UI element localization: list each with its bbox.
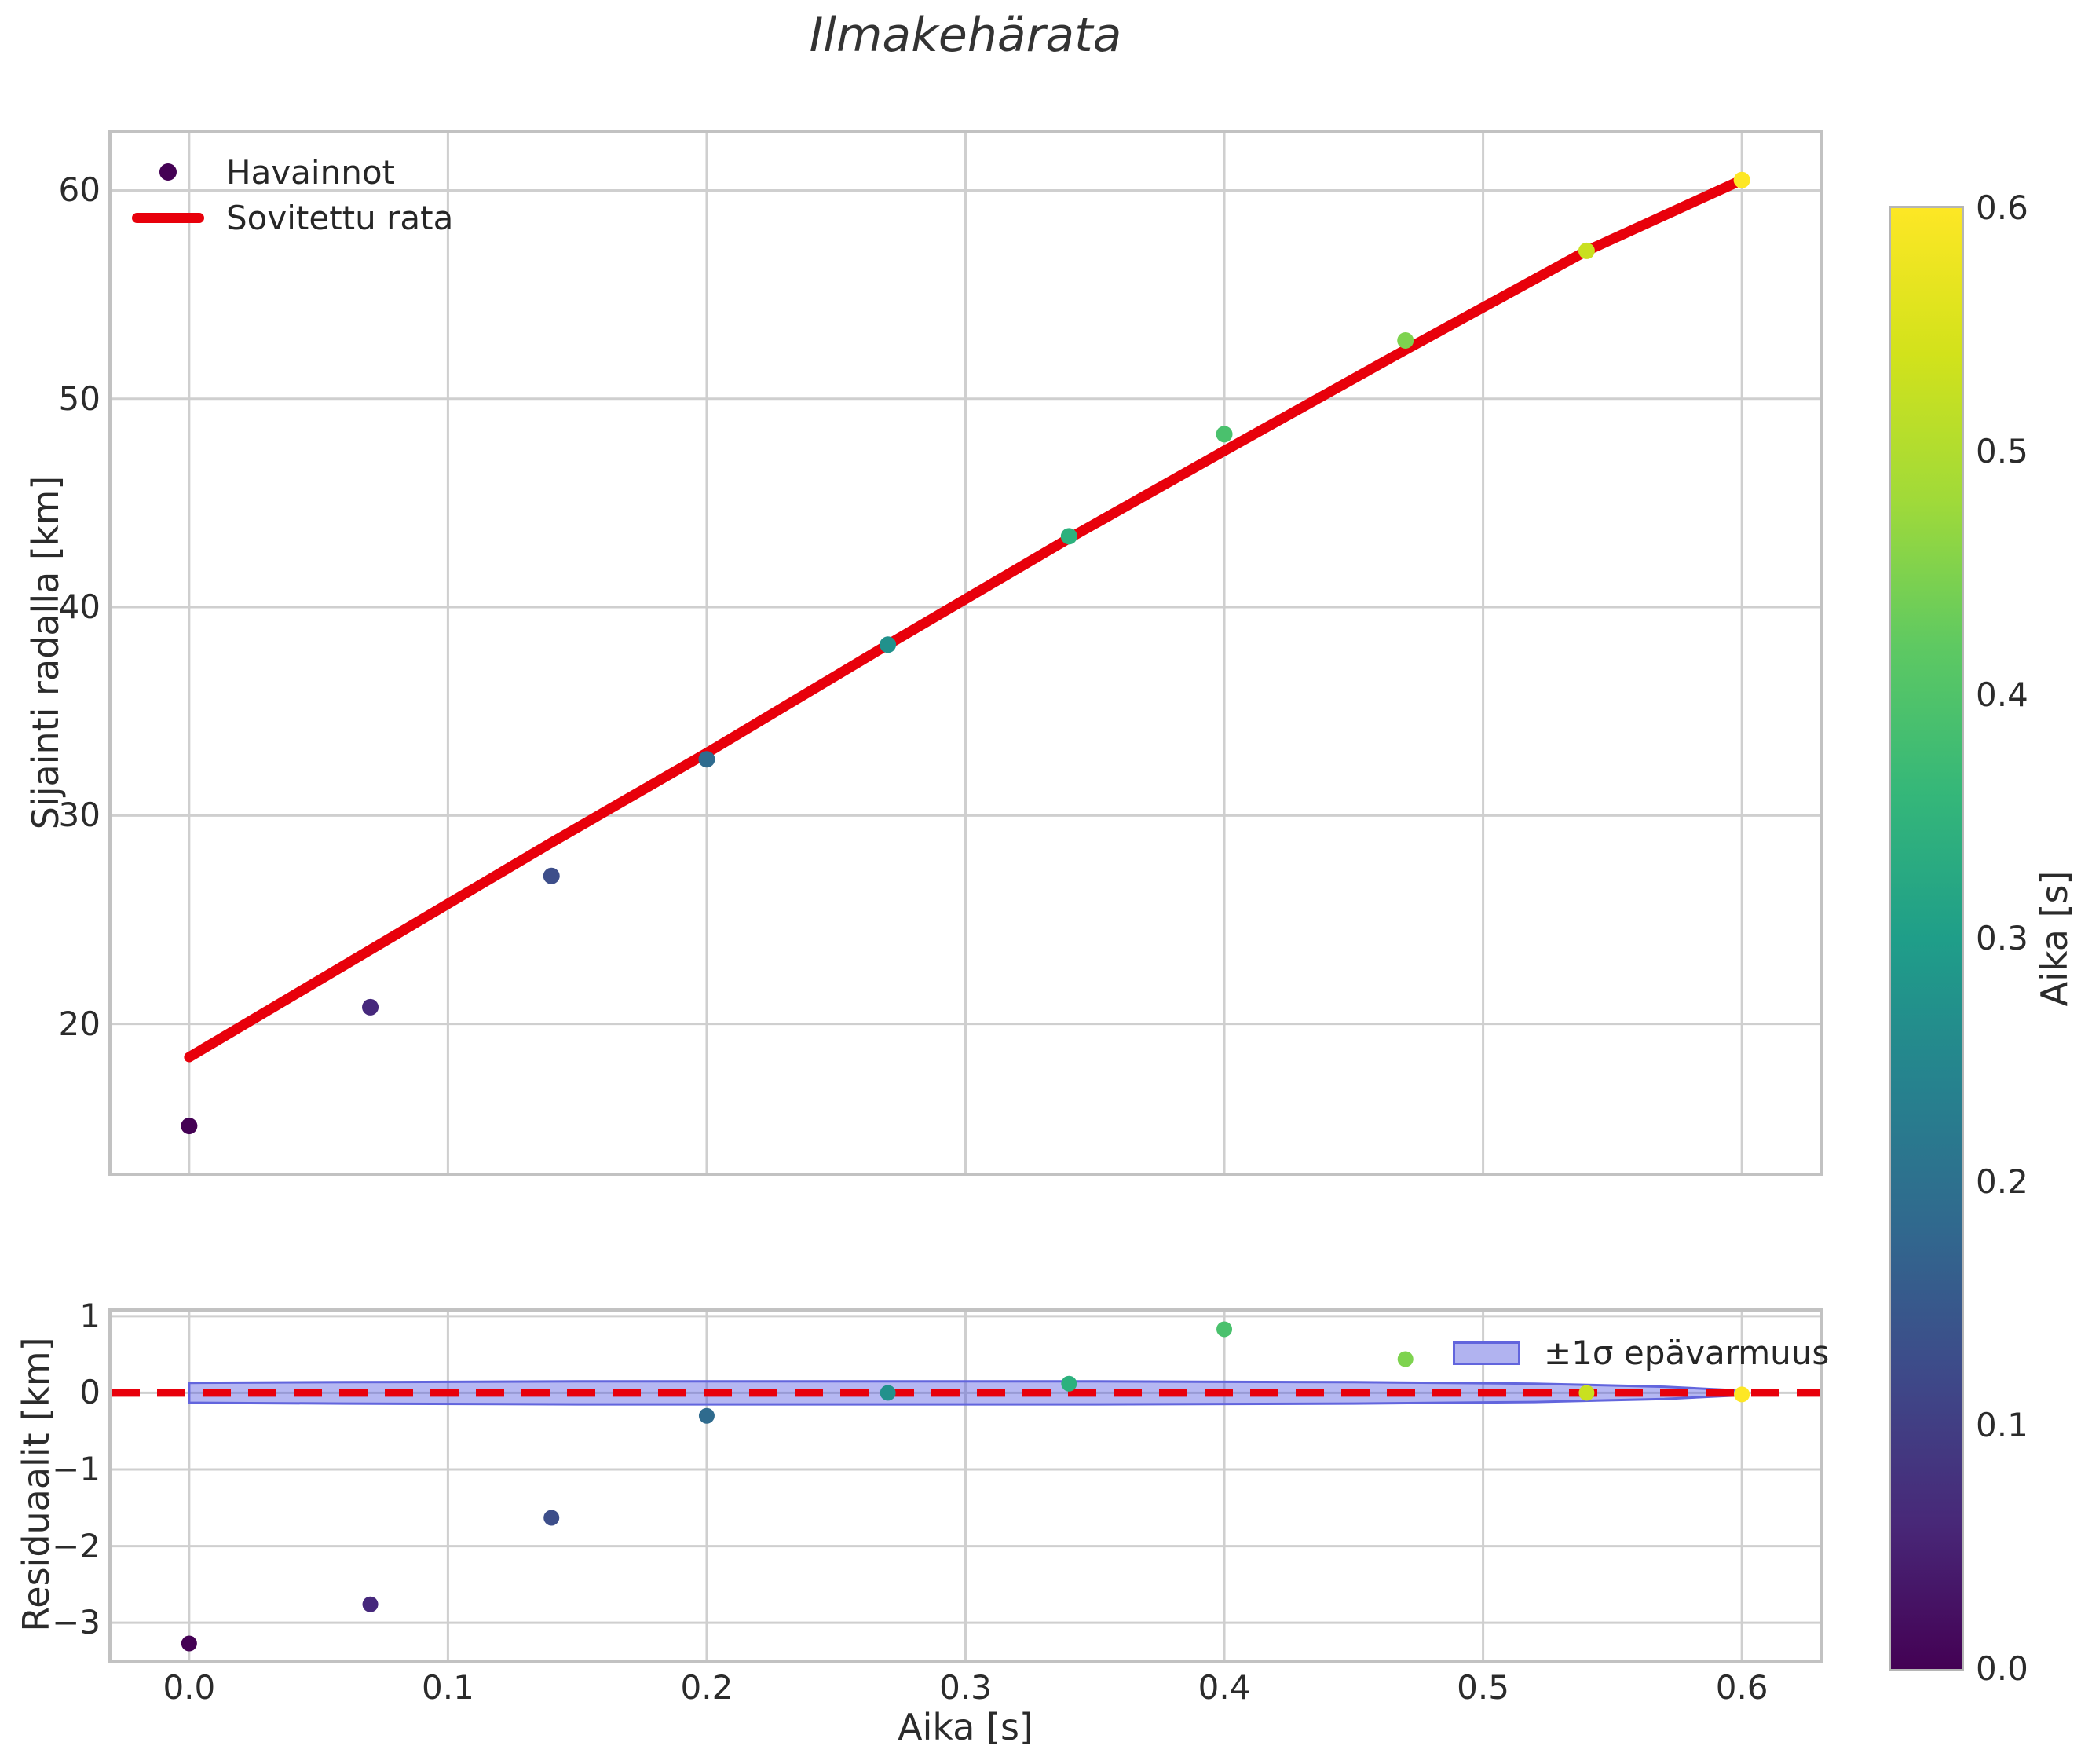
residual-y-tick-label: 0 xyxy=(79,1373,101,1412)
x-tick-label: 0.0 xyxy=(163,1668,216,1707)
x-tick-label: 0.3 xyxy=(939,1668,992,1707)
residual-point xyxy=(362,1596,379,1612)
residual-point xyxy=(1578,1385,1595,1401)
residual-legend: ±1σ epävarmuus xyxy=(1453,1334,1829,1372)
main-plot-area xyxy=(108,130,1823,1176)
residual-point xyxy=(880,1385,896,1401)
x-tick-label: 0.5 xyxy=(1457,1668,1509,1707)
fitted-trajectory-line xyxy=(184,174,1747,1063)
colorbar-tick-label: 0.0 xyxy=(1976,1649,2028,1688)
residual-point xyxy=(1397,1351,1414,1367)
legend-label-uncertainty: ±1σ epävarmuus xyxy=(1544,1334,1830,1372)
observations-marker-icon xyxy=(124,163,212,181)
residual-point xyxy=(698,1407,715,1424)
colorbar-tick-label: 0.4 xyxy=(1976,675,2028,714)
observation-point xyxy=(1060,528,1077,545)
observation-point xyxy=(1397,331,1414,349)
legend-item-fit: Sovitettu rata xyxy=(124,195,453,240)
observation-point xyxy=(362,998,379,1016)
chart-title: Ilmakehärata xyxy=(809,8,1122,63)
main-plot-svg xyxy=(112,133,1820,1173)
observation-point xyxy=(181,1118,198,1135)
colorbar-tick-label: 0.1 xyxy=(1976,1406,2028,1444)
residual-point xyxy=(1061,1375,1077,1392)
x-tick-label: 0.2 xyxy=(680,1668,733,1707)
residual-y-tick-label: −3 xyxy=(52,1603,101,1642)
residual-point xyxy=(1734,1386,1750,1403)
uncertainty-band-icon xyxy=(1453,1341,1520,1365)
main-y-tick-label: 20 xyxy=(58,1004,101,1043)
legend-label-fit: Sovitettu rata xyxy=(226,198,454,237)
colorbar-tick-label: 0.5 xyxy=(1976,432,2028,470)
residual-y-tick-label: −1 xyxy=(52,1450,101,1488)
residual-plot-svg xyxy=(112,1312,1820,1660)
colorbar-tick-label: 0.2 xyxy=(1976,1162,2028,1201)
fit-line-icon xyxy=(124,212,212,223)
colorbar-tick-label: 0.6 xyxy=(1976,188,2028,227)
main-y-tick-label: 50 xyxy=(58,379,101,418)
residual-point xyxy=(181,1635,197,1652)
main-y-tick-label: 30 xyxy=(58,796,101,835)
observation-point xyxy=(1216,426,1233,443)
observation-point xyxy=(1578,242,1595,259)
residual-y-tick-label: −2 xyxy=(52,1526,101,1565)
residual-y-tick-label: 1 xyxy=(79,1296,101,1335)
x-axis-label: Aika [s] xyxy=(898,1706,1033,1748)
uncertainty-band xyxy=(188,1380,1743,1406)
observation-point xyxy=(1733,171,1750,188)
main-y-axis-label: Sijainti radalla [km] xyxy=(24,475,67,830)
main-legend: Havainnot Sovitettu rata xyxy=(124,149,453,240)
residual-point xyxy=(1216,1321,1233,1338)
observation-point xyxy=(880,636,897,653)
residual-point xyxy=(543,1510,560,1526)
observation-point xyxy=(698,751,715,768)
observation-point xyxy=(543,867,560,884)
colorbar-tick-label: 0.3 xyxy=(1976,919,2028,957)
legend-label-observations: Havainnot xyxy=(226,152,395,192)
main-y-tick-label: 40 xyxy=(58,587,101,627)
main-y-tick-label: 60 xyxy=(58,170,101,210)
residual-plot-area xyxy=(108,1308,1823,1663)
x-tick-label: 0.6 xyxy=(1715,1668,1768,1707)
legend-item-observations: Havainnot xyxy=(124,149,453,195)
colorbar xyxy=(1889,206,1964,1671)
colorbar-label: Aika [s] xyxy=(2033,870,2076,1007)
x-tick-label: 0.4 xyxy=(1198,1668,1251,1707)
x-tick-label: 0.1 xyxy=(422,1668,474,1707)
